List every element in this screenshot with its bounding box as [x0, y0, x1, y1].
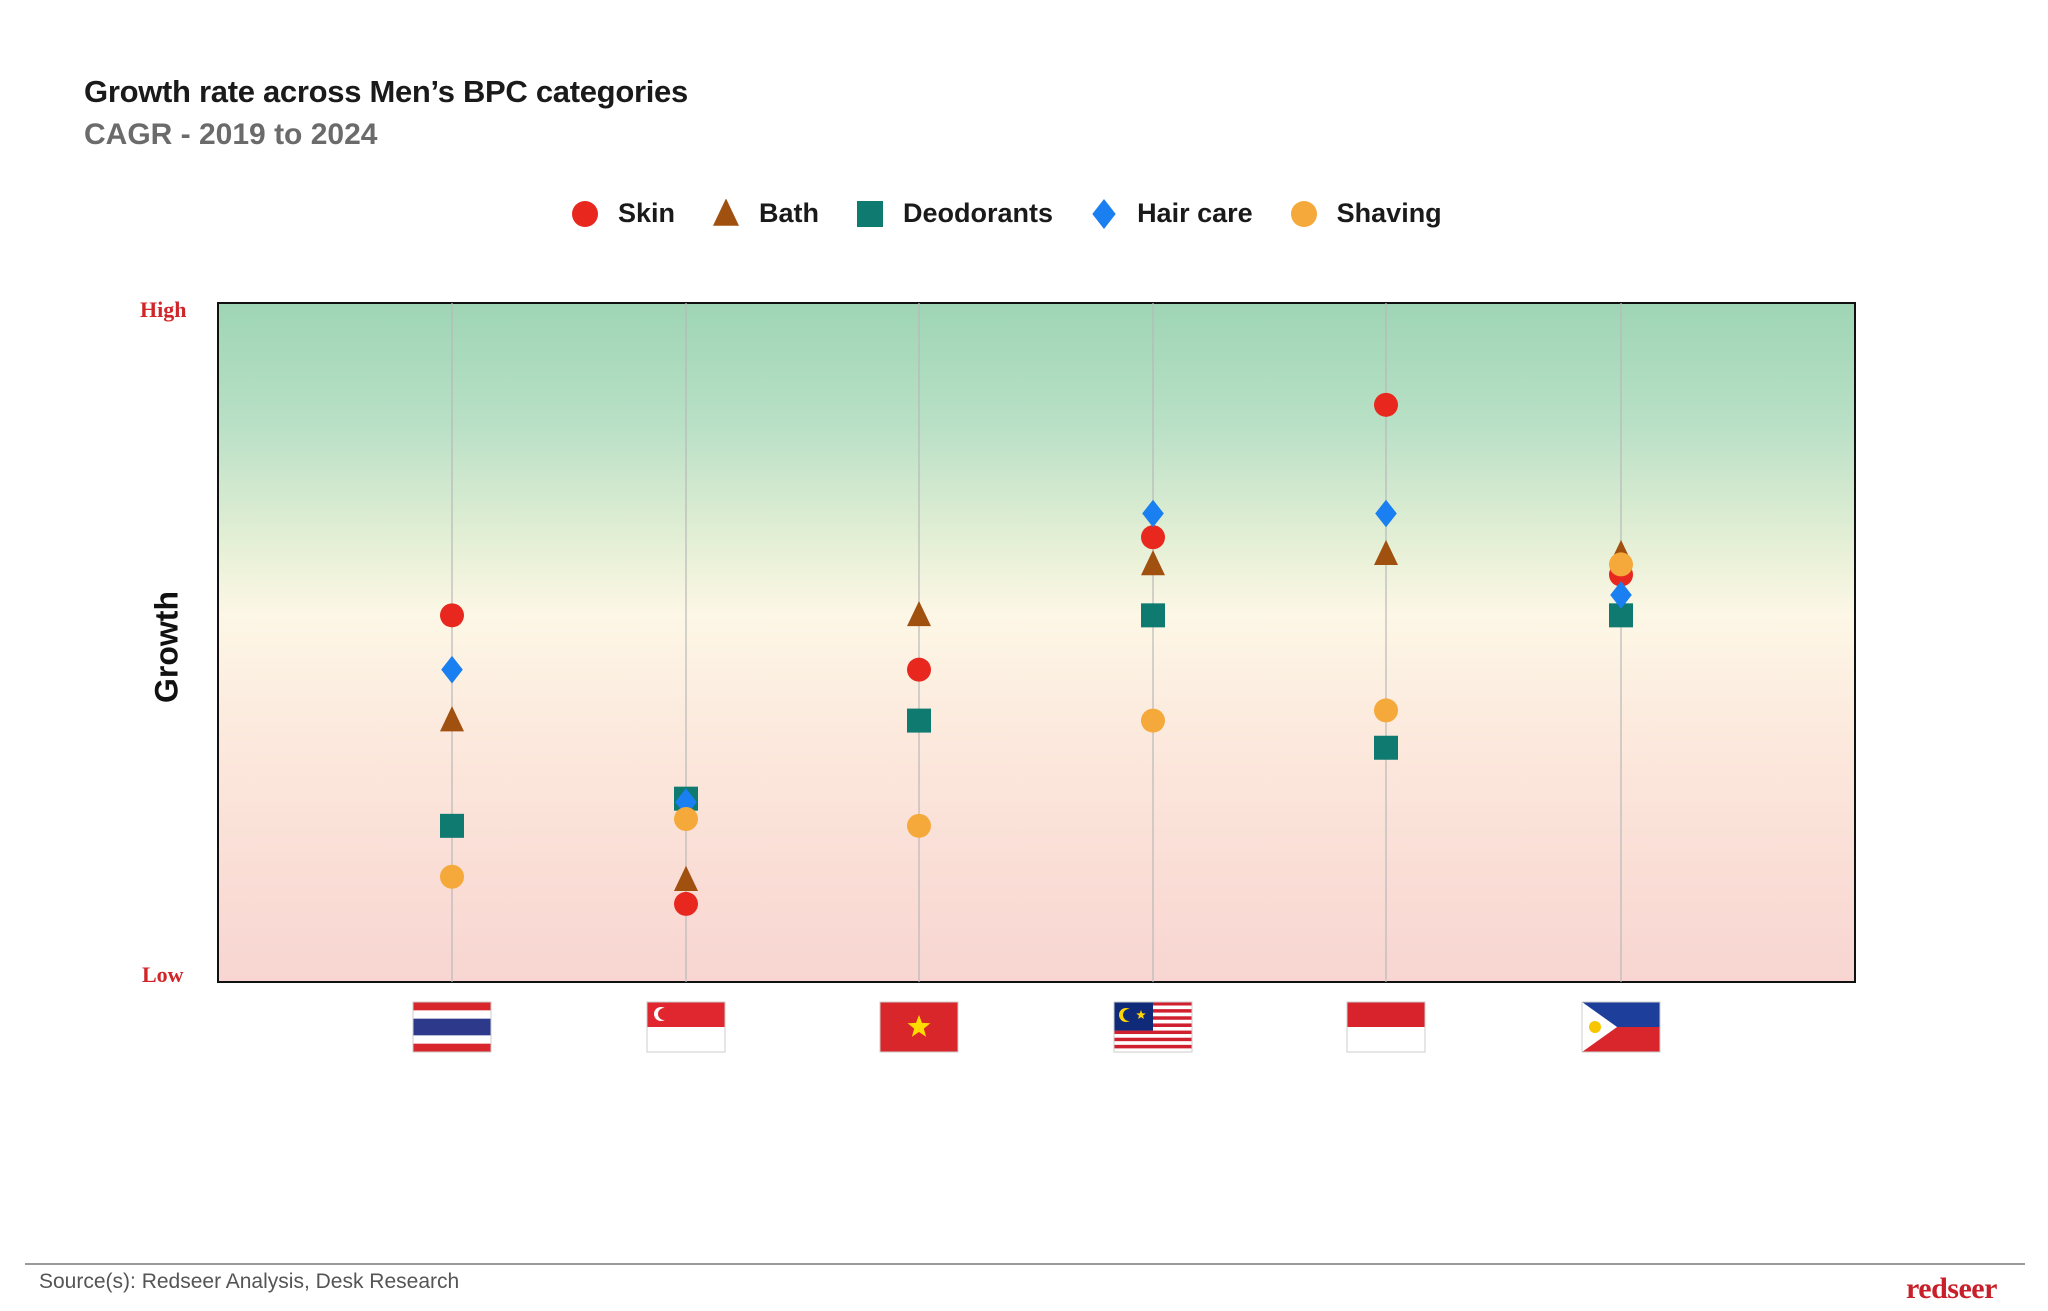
- singapore-flag-icon: [646, 1001, 726, 1053]
- point-shaving-indonesia: [1374, 698, 1398, 723]
- point-skin-indonesia: [1374, 392, 1398, 417]
- y-axis-high-label: High: [140, 297, 187, 322]
- legend-marker: [857, 200, 884, 227]
- point-shaving-philippines: [1609, 552, 1633, 577]
- point-deodorants-thailand: [440, 813, 464, 838]
- legend-item-skin: Skin: [570, 198, 675, 229]
- point-skin-thailand: [440, 603, 464, 628]
- point-shaving-vietnam: [907, 813, 931, 838]
- point-bath-indonesia: [1374, 539, 1398, 566]
- point-bath-vietnam: [907, 600, 931, 627]
- legend-label: Hair care: [1137, 198, 1253, 228]
- point-skin-malaysia: [1141, 525, 1165, 550]
- triangle-marker-icon: [713, 198, 740, 226]
- philippines-flag-icon: [1581, 1001, 1661, 1053]
- diamond-marker-icon: [1092, 198, 1116, 229]
- legend-marker: [713, 198, 740, 226]
- point-bath-thailand: [440, 706, 464, 732]
- plot-area: [217, 302, 1856, 983]
- point-hair-care-philippines: [1610, 581, 1632, 609]
- legend-item-deodorants: Deodorants: [855, 198, 1053, 229]
- point-shaving-singapore: [674, 807, 698, 832]
- legend-item-bath: Bath: [711, 198, 819, 229]
- point-bath-malaysia: [1141, 550, 1165, 576]
- indonesia-flag-icon: [1346, 1001, 1426, 1053]
- malaysia-flag-icon: [1113, 1001, 1193, 1053]
- point-hair-care-malaysia: [1142, 499, 1164, 528]
- legend-marker: [1092, 198, 1116, 229]
- redseer-logo: redseer: [1906, 1272, 1997, 1305]
- legend-marker: [1290, 200, 1317, 227]
- point-shaving-malaysia: [1141, 708, 1165, 733]
- point-deodorants-indonesia: [1374, 735, 1398, 760]
- legend-label: Deodorants: [903, 198, 1054, 228]
- chart-subtitle: CAGR - 2019 to 2024: [84, 118, 378, 151]
- circle-marker-icon: [1290, 200, 1317, 227]
- point-deodorants-vietnam: [907, 708, 931, 733]
- vietnam-flag-icon: [879, 1001, 959, 1053]
- source-note: Source(s): Redseer Analysis, Desk Resear…: [39, 1270, 460, 1293]
- y-axis-low-label: Low: [142, 962, 184, 987]
- point-bath-singapore: [674, 865, 698, 891]
- circle-marker-icon: [572, 200, 598, 227]
- legend-label: Shaving: [1336, 198, 1442, 228]
- thailand-flag-icon: [412, 1001, 492, 1053]
- square-marker-icon: [857, 200, 884, 227]
- point-hair-care-singapore: [675, 788, 697, 816]
- point-skin-singapore: [674, 891, 698, 916]
- footer-divider: [25, 1263, 2025, 1265]
- point-hair-care-indonesia: [1375, 499, 1397, 528]
- legend-item-hair-care: Hair care: [1089, 198, 1253, 229]
- point-hair-care-thailand: [441, 655, 463, 684]
- legend-item-shaving: Shaving: [1289, 198, 1442, 229]
- legend-label: Bath: [759, 198, 820, 228]
- legend: Skin Bath Deodorants Hair care Shaving: [570, 198, 1442, 229]
- point-shaving-thailand: [440, 864, 464, 889]
- point-skin-vietnam: [907, 657, 931, 682]
- point-deodorants-malaysia: [1141, 603, 1165, 628]
- legend-marker: [572, 200, 598, 227]
- chart-title: Growth rate across Men’s BPC categories: [84, 74, 688, 109]
- legend-label: Skin: [618, 198, 676, 228]
